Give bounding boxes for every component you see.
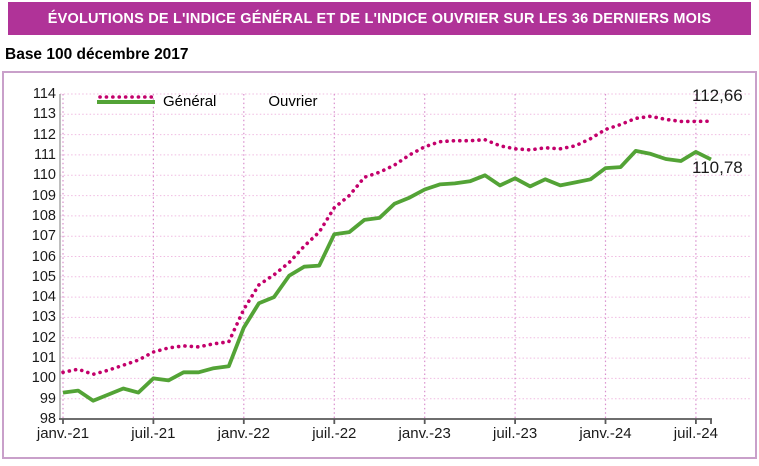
y-axis-label: 114 [32,86,56,102]
chart-title: ÉVOLUTIONS DE L'INDICE GÉNÉRAL ET DE L'I… [47,11,712,27]
x-axis-label: janv.-22 [217,425,270,442]
y-axis-label: 105 [31,268,56,285]
legend-label-ouvrier: Ouvrier [268,93,318,110]
general-end-value: 110,78 [692,158,743,177]
y-axis-label: 104 [31,289,56,306]
y-axis-label: 100 [31,370,56,387]
y-axis-label: 103 [31,309,56,326]
y-axis-label: 109 [31,187,56,204]
y-axis-label: 106 [31,248,56,265]
series-general-line [62,149,712,403]
y-axis-label: 110 [32,167,56,184]
chart-title-bar: ÉVOLUTIONS DE L'INDICE GÉNÉRAL ET DE L'I… [8,2,751,35]
x-axis-label: janv.-23 [398,425,451,442]
y-axis-label: 111 [33,146,56,163]
x-axis-label: janv.-21 [36,425,90,442]
x-axis-label: juil.-23 [493,425,538,442]
plot-area [59,93,752,424]
y-axis-label: 102 [31,329,56,346]
ouvrier-line-sample [98,95,158,99]
chart-panel: 114 113 112 111 110 109 108 107 106 105 104 103 102 1… [2,71,757,459]
general-line-sample [97,99,155,104]
legend: Général Ouvrier [97,93,318,110]
x-axis-label: juil.-21 [131,425,176,442]
legend-item-ouvrier: Ouvrier [98,93,318,110]
y-axis-label: 113 [32,106,56,123]
x-axis-label: juil.-22 [312,425,357,442]
y-axis-label: 101 [31,350,56,367]
y-axis-label: 108 [31,207,56,224]
y-axis-label: 99 [39,390,56,407]
y-axis-label: 112 [32,126,56,143]
series-ouvrier-line [61,114,713,377]
y-axis-label: 98 [39,411,56,427]
legend-label-general: Général [163,93,217,110]
ouvrier-end-value: 112,66 [692,86,743,105]
base-note: Base 100 décembre 2017 [5,46,189,63]
x-axis-label: juil.-24 [673,425,718,442]
legend-item-general: Général [97,93,216,110]
x-axis-label: janv.-24 [579,425,632,442]
y-axis-label: 107 [31,228,56,245]
